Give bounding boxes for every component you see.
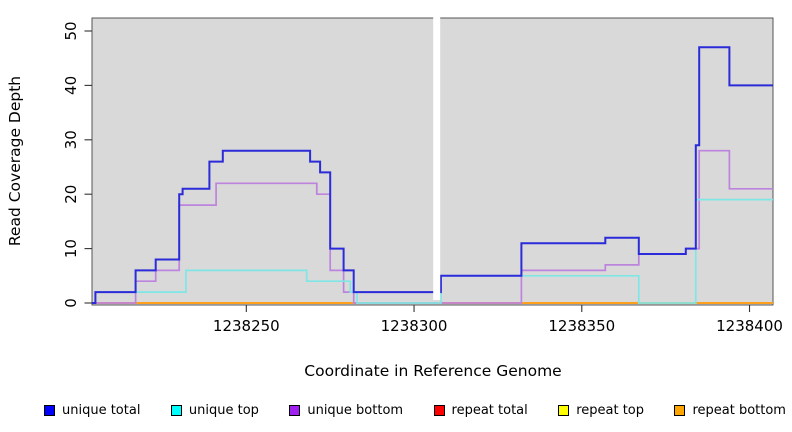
y-tick-label: 50 [62, 21, 80, 40]
legend-swatch-unique-bottom-icon [289, 404, 301, 416]
legend-swatch-unique-total-icon [44, 404, 55, 416]
x-tick-label: 1238300 [381, 317, 448, 335]
x-axis-title: Coordinate in Reference Genome [304, 362, 561, 380]
legend-item-unique-total: unique total [44, 403, 140, 418]
legend-item-repeat-bottom: repeat bottom [674, 403, 786, 418]
plot-area [91, 17, 774, 306]
legend: unique total unique top unique bottom repea… [44, 398, 786, 422]
legend-label: repeat total [451, 402, 528, 418]
legend-label: unique total [62, 402, 141, 418]
y-tick-label: 0 [62, 298, 80, 308]
legend-item-unique-top: unique top [170, 402, 259, 418]
y-tick-label: 10 [62, 239, 80, 258]
legend-label: repeat top [576, 402, 644, 418]
legend-label: repeat bottom [692, 402, 786, 418]
x-tick-label: 1238400 [716, 317, 783, 335]
x-tick-label: 1238250 [213, 317, 280, 335]
legend-swatch-unique-top-icon [170, 404, 182, 416]
y-axis-title: Read Coverage Depth [6, 76, 24, 246]
legend-swatch-repeat-top-icon [558, 404, 570, 416]
legend-item-repeat-total: repeat total [433, 402, 528, 418]
legend-label: unique bottom [307, 402, 404, 418]
legend-swatch-repeat-bottom-icon [674, 404, 686, 416]
coverage-gap-band [433, 14, 441, 300]
legend-item-repeat-top: repeat top [558, 403, 644, 418]
series-line-unique-total [92, 46, 773, 304]
y-tick-label: 20 [62, 185, 80, 204]
legend-item-unique-bottom: unique bottom [289, 403, 403, 418]
legend-swatch-repeat-total-icon [433, 404, 445, 416]
x-tick-label: 1238350 [548, 317, 615, 335]
legend-label: unique top [188, 402, 259, 418]
y-tick-label: 30 [62, 130, 80, 149]
y-tick-label: 40 [62, 76, 80, 95]
